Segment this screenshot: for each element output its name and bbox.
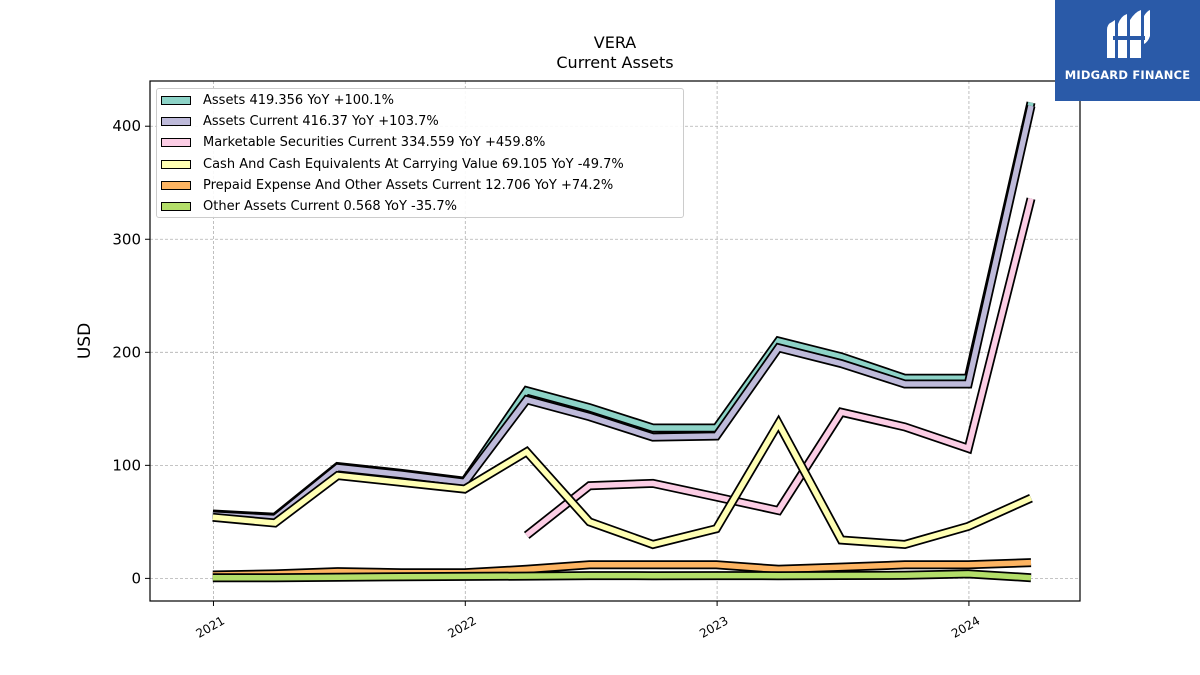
- y-tick-label: 100: [112, 456, 141, 474]
- legend-label: Assets Current 416.37 YoY +103.7%: [203, 114, 439, 130]
- x-tick-label: 2022: [445, 613, 478, 640]
- legend-swatch: [161, 180, 191, 190]
- legend-swatch: [161, 117, 191, 127]
- legend-label: Cash And Cash Equivalents At Carrying Va…: [203, 156, 624, 172]
- series-layer: [212, 101, 1036, 583]
- series-stroke: [212, 417, 1033, 548]
- legend: Assets 419.356 YoY +100.1% Assets Curren…: [156, 88, 684, 218]
- y-tick-label: 300: [112, 230, 141, 248]
- series-stroke: [212, 559, 1032, 578]
- legend-item: Cash And Cash Equivalents At Carrying Va…: [157, 156, 683, 177]
- legend-item: Assets 419.356 YoY +100.1%: [157, 92, 683, 113]
- legend-item: Assets Current 416.37 YoY +103.7%: [157, 113, 683, 134]
- y-tick-label: 0: [131, 569, 141, 587]
- series-line: [212, 414, 1033, 550]
- series-stroke: [212, 571, 1032, 581]
- legend-label: Other Assets Current 0.568 YoY -35.7%: [203, 198, 458, 214]
- legend-label: Marketable Securities Current 334.559 Yo…: [203, 135, 546, 151]
- midgard-logo-icon: [1107, 10, 1150, 58]
- legend-swatch: [161, 201, 191, 211]
- y-tick-label: 400: [112, 117, 141, 135]
- legend-swatch: [161, 138, 191, 148]
- legend-swatch: [161, 96, 191, 105]
- chart-subtitle: Current Assets: [556, 53, 673, 72]
- y-axis-label: USD: [75, 323, 95, 359]
- series-line: [212, 569, 1032, 583]
- y-tick-label: 200: [112, 343, 141, 361]
- series-stroke: [212, 105, 1034, 522]
- logo-name: MIDGARD FINANCE: [1064, 68, 1191, 82]
- legend-item: Prepaid Expense And Other Assets Current…: [157, 177, 683, 198]
- series-line: [212, 104, 1036, 524]
- series-line: [212, 558, 1032, 580]
- legend-label: Prepaid Expense And Other Assets Current…: [203, 177, 614, 193]
- legend-swatch: [161, 159, 191, 169]
- legend-item: Marketable Securities Current 334.559 Yo…: [157, 134, 683, 155]
- x-tick-label: 2024: [949, 613, 982, 640]
- series-line: [523, 197, 1036, 539]
- chart-title: VERA: [594, 33, 637, 52]
- x-tick-label: 2021: [194, 613, 227, 640]
- legend-label: Assets 419.356 YoY +100.1%: [203, 93, 395, 108]
- plot-frame: [149, 80, 1081, 602]
- series-stroke: [524, 197, 1034, 538]
- midgard-logo: MIDGARD FINANCE: [1055, 0, 1200, 101]
- x-tick-label: 2023: [697, 613, 730, 640]
- legend-item: Other Assets Current 0.568 YoY -35.7%: [157, 198, 683, 219]
